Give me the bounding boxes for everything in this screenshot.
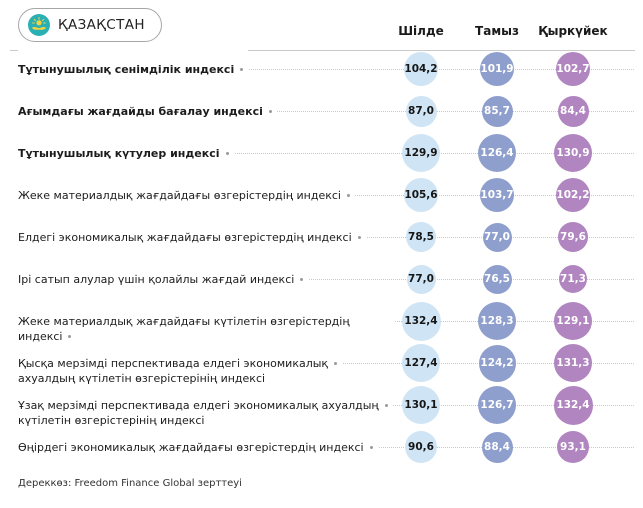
index-row: Жеке материалдық жағдайдағы өзгерістерді… — [0, 176, 643, 218]
kazakhstan-flag-icon — [28, 14, 50, 36]
dotted-leader-line — [18, 69, 634, 70]
index-row: Қысқа мерзімді перспективада елдегі экон… — [0, 344, 643, 386]
header-divider — [10, 50, 635, 51]
index-row-label: Жеке материалдық жағдайдағы өзгерістерді… — [18, 176, 355, 203]
value-bubble: 77,0 — [406, 264, 436, 294]
leader-start-dot — [369, 446, 373, 449]
leader-start-dot — [68, 335, 72, 338]
value-bubble: 102,2 — [556, 178, 590, 212]
value-bubble: 90,6 — [405, 431, 437, 463]
index-row: Ағымдағы жағдайды бағалау индексі 87,0 85,… — [0, 92, 643, 134]
value-bubble: 126,7 — [478, 386, 516, 424]
index-row-label: Жеке материалдық жағдайдағы күтілетін өз… — [18, 302, 395, 344]
value-bubble: 85,7 — [481, 95, 513, 127]
leader-start-dot — [357, 236, 361, 239]
value-bubble: 77,0 — [482, 222, 512, 252]
source-note: Дереккөз: Freedom Finance Global зерттеу… — [18, 478, 242, 489]
index-rows: Тұтынушылық сенімділік индексі 104,2 101,9… — [0, 50, 643, 470]
value-bubble: 76,5 — [482, 264, 512, 294]
value-bubble: 130,9 — [554, 134, 592, 172]
dotted-leader-line — [18, 279, 634, 280]
value-bubble: 104,2 — [404, 52, 438, 86]
value-bubble: 127,4 — [402, 344, 440, 382]
index-row: Тұтынушылық сенімділік индексі 104,2 101,9… — [0, 50, 643, 92]
value-bubble: 101,9 — [480, 52, 514, 86]
index-row-label: Қысқа мерзімді перспективада елдегі экон… — [18, 344, 343, 386]
dotted-leader-line — [18, 153, 634, 154]
leader-start-dot — [347, 194, 350, 197]
index-row-label: Ағымдағы жағдайды бағалау индексі — [18, 92, 277, 119]
index-row-label: Ұзақ мерзімді перспективада елдегі эконо… — [18, 386, 393, 428]
leader-start-dot — [225, 152, 229, 155]
index-row: Елдегі экономикалық жағдайдағы өзгерісте… — [0, 218, 643, 260]
value-bubble: 129,1 — [554, 302, 592, 340]
column-header-july: Шілде — [398, 24, 444, 38]
index-row-label: Елдегі экономикалық жағдайдағы өзгерісте… — [18, 218, 366, 245]
leader-start-dot — [240, 68, 244, 71]
value-bubble: 103,7 — [480, 178, 514, 212]
value-bubble: 128,3 — [478, 302, 516, 340]
value-bubble: 129,9 — [402, 134, 440, 172]
value-bubble: 130,1 — [402, 386, 440, 424]
value-bubble: 84,4 — [557, 95, 589, 127]
index-row: Жеке материалдық жағдайдағы күтілетін өз… — [0, 301, 643, 344]
index-row: Тұтынушылық күтулер индексі 129,9 126,4 130… — [0, 134, 643, 176]
column-header-september: Қыркүйек — [538, 24, 608, 38]
value-bubble: 126,4 — [478, 134, 516, 172]
value-bubble: 131,3 — [554, 344, 592, 382]
leader-start-dot — [268, 110, 272, 113]
value-bubble: 79,6 — [558, 222, 588, 252]
index-row-label: Тұтынушылық сенімділік индексі — [18, 50, 249, 77]
index-row: Ірі сатып алулар үшін қолайлы жағдай инд… — [0, 260, 643, 302]
value-bubble: 87,0 — [405, 95, 437, 127]
value-bubble: 93,1 — [557, 431, 589, 463]
index-row-label: Тұтынушылық күтулер индексі — [18, 134, 234, 161]
index-row: Ұзақ мерзімді перспективада елдегі эконо… — [0, 385, 643, 428]
country-badge-label: ҚАЗАҚСТАН — [58, 17, 145, 33]
value-bubble: 105,6 — [404, 178, 438, 212]
value-bubble: 132,4 — [401, 301, 441, 341]
value-bubble: 71,3 — [559, 265, 587, 293]
column-header-august: Тамыз — [475, 24, 519, 38]
leader-start-dot — [300, 278, 304, 281]
leader-start-dot — [334, 362, 338, 365]
index-row-label: Өңірдегі экономикалық жағдайдағы өзгеріс… — [18, 428, 378, 455]
leader-start-dot — [384, 404, 388, 407]
value-bubble: 88,4 — [481, 431, 513, 463]
country-badge: ҚАЗАҚСТАН — [18, 8, 162, 42]
index-row: Өңірдегі экономикалық жағдайдағы өзгеріс… — [0, 428, 643, 470]
index-row-label: Ірі сатып алулар үшін қолайлы жағдай инд… — [18, 260, 309, 287]
value-bubble: 132,4 — [553, 385, 593, 425]
value-bubble: 102,7 — [556, 52, 590, 86]
dotted-leader-line — [18, 111, 634, 112]
value-bubble: 124,2 — [478, 344, 516, 382]
value-bubble: 78,5 — [406, 222, 436, 252]
